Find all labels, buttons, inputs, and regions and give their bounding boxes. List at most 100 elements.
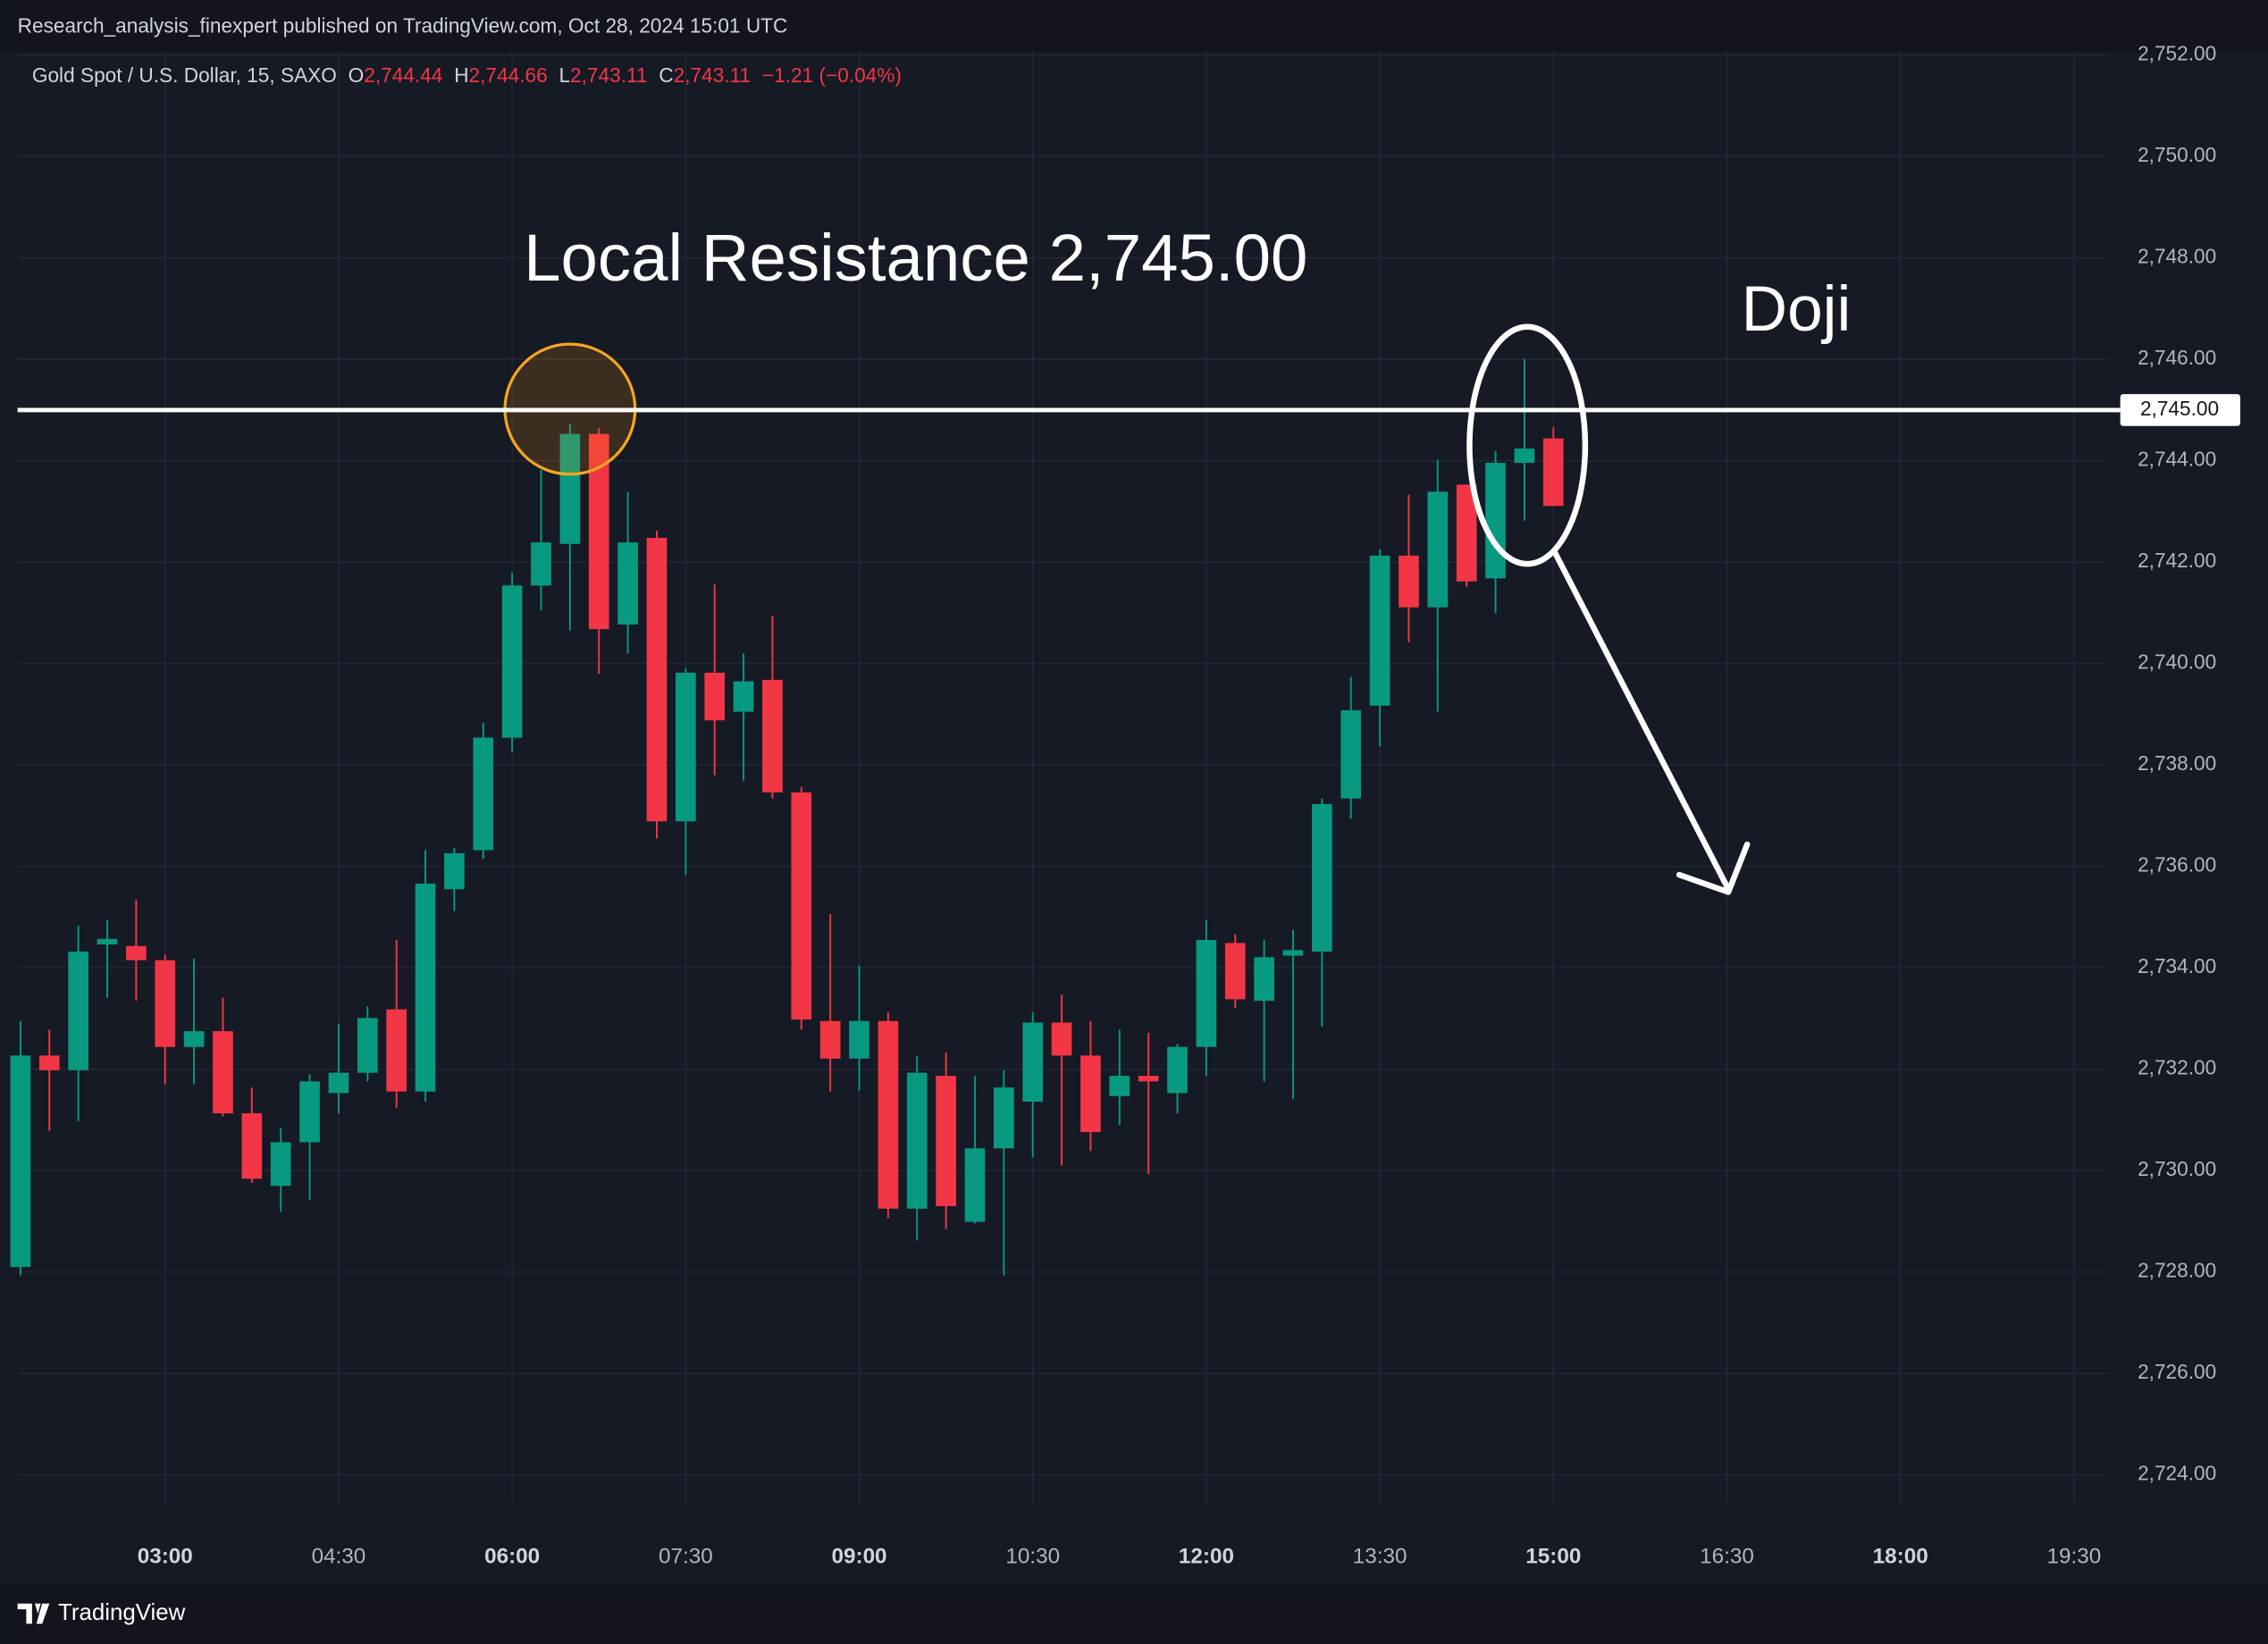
arrow-shaft <box>1551 549 1732 893</box>
change: −1.21 (−0.04%) <box>762 63 902 87</box>
candle-body <box>357 1018 378 1073</box>
candle-body <box>1138 1076 1159 1082</box>
y-tick-label: 2,724.00 <box>2138 1462 2216 1485</box>
y-tick-label: 2,748.00 <box>2138 245 2216 268</box>
arrow-head <box>1676 841 1751 895</box>
candle-body <box>1167 1046 1188 1094</box>
brand: TradingView <box>58 1600 186 1625</box>
candles <box>10 358 1564 1276</box>
candle-body <box>501 585 523 738</box>
candle-body <box>38 1055 60 1070</box>
footer-band <box>0 1584 2268 1644</box>
candle-body <box>415 884 436 1092</box>
candle-body <box>733 681 754 712</box>
candle-body <box>270 1142 291 1187</box>
candle-body <box>559 433 581 544</box>
h-value: 2,744.66 <box>469 63 548 87</box>
candle-body <box>1514 449 1535 463</box>
x-tick-label: 12:00 <box>1179 1544 1234 1568</box>
candle-body <box>241 1113 263 1179</box>
x-tick-label: 18:00 <box>1873 1544 1928 1568</box>
o-label: O <box>349 63 365 87</box>
resistance-label: 2,745.00 <box>2140 397 2219 420</box>
candle-body <box>1542 438 1564 507</box>
candle-body <box>126 945 147 960</box>
candle-body <box>1456 484 1477 582</box>
header-band <box>0 0 2268 53</box>
candle-body <box>994 1087 1014 1149</box>
c-value: 2,743.11 <box>674 63 751 87</box>
candle-body <box>531 542 551 586</box>
x-tick-label: 09:00 <box>831 1544 886 1568</box>
candle-body <box>1340 709 1362 799</box>
x-tick-label: 03:00 <box>138 1544 193 1568</box>
candle-body <box>762 679 783 793</box>
x-tick-label: 16:30 <box>1700 1544 1754 1568</box>
candle-body <box>97 938 118 945</box>
candle-body <box>328 1072 349 1094</box>
candle-body <box>1427 491 1449 608</box>
candle-body <box>299 1081 320 1143</box>
y-tick-label: 2,752.00 <box>2138 42 2216 65</box>
candle-body <box>588 433 609 630</box>
legend: Gold Spot / U.S. Dollar, 15, SAXO O2,744… <box>32 63 902 87</box>
candle-body <box>1485 462 1506 579</box>
x-tick-label: 10:30 <box>1005 1544 1060 1568</box>
x-tick-label: 13:30 <box>1353 1544 1407 1568</box>
doji-annotation: Doji <box>1742 274 1852 345</box>
candle-body <box>1312 803 1332 952</box>
candle-body <box>1369 555 1390 706</box>
candle-body <box>819 1020 841 1059</box>
x-tick-label: 04:30 <box>312 1544 366 1568</box>
y-tick-label: 2,734.00 <box>2138 954 2216 977</box>
c-label: C <box>659 63 673 87</box>
candle-body <box>183 1031 205 1047</box>
candle-body <box>617 542 638 625</box>
candle-body <box>1080 1055 1101 1133</box>
candle-body <box>473 737 494 851</box>
resistance-label-box <box>2120 394 2240 426</box>
y-tick-label: 2,744.00 <box>2138 448 2216 471</box>
x-tick-label: 06:00 <box>484 1544 540 1568</box>
y-tick-label: 2,728.00 <box>2138 1259 2216 1282</box>
candle-body <box>906 1072 928 1209</box>
candle-body <box>10 1055 31 1268</box>
candle-body <box>1022 1022 1044 1103</box>
candle-body <box>1051 1022 1072 1056</box>
logo-icon <box>17 1603 50 1624</box>
candle-body <box>444 852 465 890</box>
resistance-annotation: Local Resistance 2,745.00 <box>524 221 1307 295</box>
l-value: 2,743.11 <box>570 63 647 87</box>
y-tick-label: 2,730.00 <box>2138 1157 2216 1180</box>
symbol: Gold Spot / U.S. Dollar, 15, SAXO <box>32 63 337 87</box>
candle-body <box>1282 950 1304 956</box>
candle-body <box>213 1031 233 1114</box>
y-tick-label: 2,726.00 <box>2138 1360 2216 1383</box>
y-tick-label: 2,750.00 <box>2138 143 2216 166</box>
y-tick-label: 2,746.00 <box>2138 346 2216 369</box>
brand-logo: TradingView <box>17 1600 186 1625</box>
candle-body <box>878 1020 899 1209</box>
candle-body <box>155 960 176 1047</box>
y-tick-label: 2,732.00 <box>2138 1056 2216 1079</box>
candle-body <box>1196 939 1217 1047</box>
publisher: Research_analysis_finexpert published on… <box>18 14 788 38</box>
candle-body <box>1254 957 1274 1002</box>
y-tick-label: 2,736.00 <box>2138 853 2216 877</box>
candle-body <box>68 952 88 1070</box>
candle-body <box>1399 555 1419 608</box>
o-value: 2,744.44 <box>364 63 442 87</box>
candle-body <box>964 1148 986 1222</box>
doji-ellipse <box>1466 323 1589 567</box>
candle-body <box>704 672 726 721</box>
y-tick-label: 2,738.00 <box>2138 751 2216 775</box>
y-tick-label: 2,740.00 <box>2138 650 2216 674</box>
l-label: L <box>559 63 570 87</box>
candle-body <box>676 672 696 822</box>
candle-body <box>646 537 668 822</box>
x-tick-label: 07:30 <box>659 1544 713 1568</box>
x-tick-label: 15:00 <box>1525 1544 1581 1568</box>
candle-body <box>791 792 812 1020</box>
